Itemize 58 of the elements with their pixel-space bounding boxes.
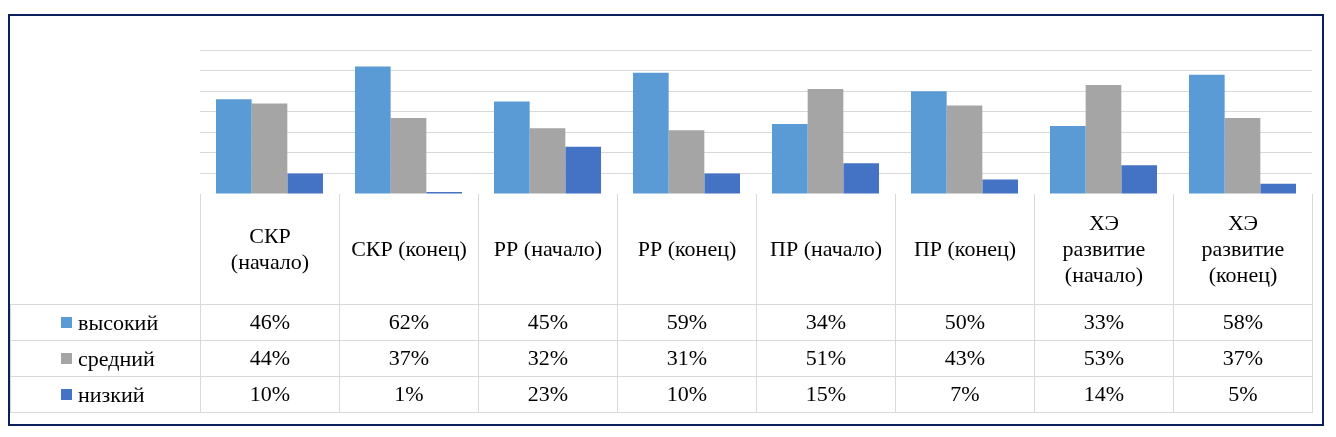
x-tick-label: РР (конец) xyxy=(617,194,757,304)
data-label: 31% xyxy=(617,340,757,376)
bar xyxy=(251,103,288,194)
data-label: 43% xyxy=(895,340,1035,376)
legend-label: высокий xyxy=(78,309,159,336)
x-tick-label: ХЭ развитие (конец) xyxy=(1173,194,1313,304)
data-label: 53% xyxy=(1034,340,1174,376)
bar xyxy=(493,101,530,194)
data-label: 10% xyxy=(200,376,340,412)
bar xyxy=(1224,117,1261,194)
data-label: 50% xyxy=(895,304,1035,340)
bar xyxy=(910,91,947,194)
legend-label: средний xyxy=(78,345,155,372)
data-label: 15% xyxy=(756,376,896,412)
bar xyxy=(354,66,391,194)
bar xyxy=(843,163,880,194)
data-label: 33% xyxy=(1034,304,1174,340)
data-label: 7% xyxy=(895,376,1035,412)
data-label: 32% xyxy=(478,340,618,376)
data-label: 59% xyxy=(617,304,757,340)
x-tick-label: ПР (начало) xyxy=(756,194,896,304)
data-label: 1% xyxy=(339,376,479,412)
data-label: 23% xyxy=(478,376,618,412)
bar xyxy=(1121,165,1158,194)
data-label: 58% xyxy=(1173,304,1313,340)
bar xyxy=(390,117,427,194)
bar xyxy=(1085,84,1122,194)
bar xyxy=(1260,183,1297,194)
data-label: 62% xyxy=(339,304,479,340)
data-label: 44% xyxy=(200,340,340,376)
x-tick-label: СКР (конец) xyxy=(339,194,479,304)
data-label: 45% xyxy=(478,304,618,340)
bar xyxy=(565,146,602,194)
bar xyxy=(982,179,1019,194)
x-tick-label: ПР (конец) xyxy=(895,194,1035,304)
bar xyxy=(287,173,324,194)
data-label: 34% xyxy=(756,304,896,340)
data-label: 51% xyxy=(756,340,896,376)
bar xyxy=(632,72,669,194)
bar xyxy=(771,124,808,194)
data-label: 46% xyxy=(200,304,340,340)
data-label: 14% xyxy=(1034,376,1174,412)
data-label: 5% xyxy=(1173,376,1313,412)
bar xyxy=(807,89,844,194)
data-label: 37% xyxy=(339,340,479,376)
bar xyxy=(529,128,566,194)
bar xyxy=(704,173,741,194)
data-label: 37% xyxy=(1173,340,1313,376)
legend-label: низкий xyxy=(78,381,145,408)
x-tick-label: СКР (начало) xyxy=(200,194,340,304)
bar xyxy=(1188,74,1225,194)
x-tick-label: ХЭ развитие (начало) xyxy=(1034,194,1174,304)
bar xyxy=(1049,126,1086,194)
x-tick-label: РР (начало) xyxy=(478,194,618,304)
data-label: 10% xyxy=(617,376,757,412)
bar xyxy=(215,99,252,194)
bar xyxy=(946,105,983,194)
bar xyxy=(668,130,705,194)
